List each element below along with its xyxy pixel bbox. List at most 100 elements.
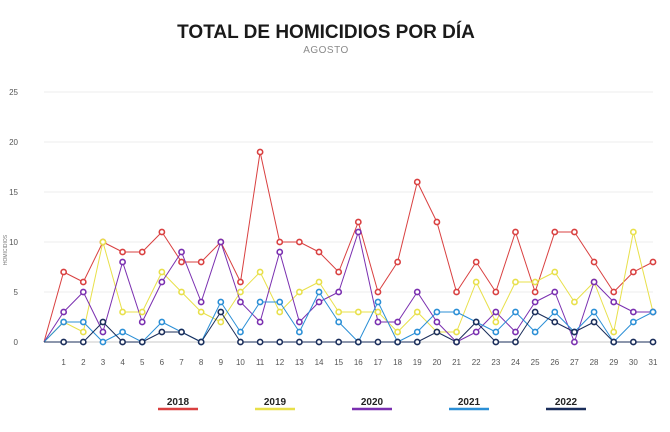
data-point-2021 <box>590 308 598 316</box>
data-point-2022 <box>492 338 500 346</box>
data-point-2018 <box>315 248 323 256</box>
data-point-2021 <box>433 308 441 316</box>
data-point-2022 <box>413 338 421 346</box>
data-point-2019 <box>610 328 618 336</box>
data-point-2022 <box>119 338 126 346</box>
data-point-2019 <box>374 308 382 316</box>
data-point-2020 <box>394 318 402 326</box>
data-point-2022 <box>610 338 618 346</box>
data-point-2022 <box>138 338 146 346</box>
legend-label-2022: 2022 <box>555 397 578 408</box>
data-point-2022 <box>649 338 657 346</box>
data-point-2021 <box>237 328 244 336</box>
series-line-2022 <box>44 311 653 343</box>
data-point-2020 <box>197 298 205 306</box>
data-point-2019 <box>629 228 637 236</box>
data-point-2019 <box>295 288 303 296</box>
data-point-2022 <box>178 328 185 336</box>
x-tick-label: 1 <box>61 358 66 367</box>
data-point-2020 <box>315 298 323 306</box>
data-point-2022 <box>551 318 559 326</box>
y-tick-label: 15 <box>9 188 18 197</box>
x-tick-label: 10 <box>236 358 245 367</box>
data-point-2018 <box>374 288 382 296</box>
gridlines <box>44 91 653 343</box>
data-point-2019 <box>571 298 578 306</box>
data-point-2021 <box>492 328 500 336</box>
data-point-2019 <box>394 328 402 336</box>
x-tick-label: 9 <box>219 358 224 367</box>
y-tick-label: 10 <box>9 238 18 247</box>
legend: 2018 2019 2020 2021 2022 <box>158 397 586 411</box>
data-point-2022 <box>472 318 480 326</box>
data-point-2019 <box>551 268 559 276</box>
data-point-2022 <box>237 338 244 346</box>
x-tick-label: 2 <box>81 358 86 367</box>
x-tick-label: 3 <box>101 358 106 367</box>
data-point-2018 <box>649 258 657 266</box>
data-point-2021 <box>295 328 303 336</box>
chart-title: TOTAL DE HOMICIDIOS POR DÍA <box>177 21 475 43</box>
data-point-2022 <box>295 338 303 346</box>
data-point-2018 <box>551 228 559 236</box>
data-point-2020 <box>335 288 343 296</box>
data-point-2019 <box>256 268 264 276</box>
x-axis-ticks: 1 2 3 4 5 6 7 8 9 10 11 12 13 14 15 16 17 18 19 20 21 22 23 24 2… <box>61 358 658 367</box>
data-point-2021 <box>119 328 126 336</box>
series-line-2021 <box>43 291 654 343</box>
x-tick-label: 31 <box>649 358 658 367</box>
y-tick-label: 5 <box>14 288 19 297</box>
data-point-2020 <box>531 298 539 306</box>
data-point-2021 <box>276 298 284 306</box>
data-point-2020 <box>374 318 382 326</box>
data-point-2020 <box>276 248 284 256</box>
x-tick-label: 6 <box>160 358 165 367</box>
data-point-2021 <box>413 328 421 336</box>
x-tick-label: 15 <box>334 358 343 367</box>
data-point-2018 <box>295 238 303 246</box>
data-point-2020 <box>79 288 87 296</box>
data-point-2019 <box>453 328 460 336</box>
x-tick-label: 28 <box>590 358 599 367</box>
data-point-2018 <box>433 218 441 226</box>
series-line-2020 <box>43 231 653 343</box>
data-point-2022 <box>335 338 343 346</box>
data-point-2020 <box>217 238 225 246</box>
data-point-2018 <box>453 288 460 296</box>
data-point-2020 <box>60 308 68 316</box>
data-point-2020 <box>571 338 578 346</box>
x-tick-label: 27 <box>570 358 579 367</box>
data-point-2020 <box>433 318 441 326</box>
data-point-2022 <box>217 308 225 316</box>
data-point-2018 <box>256 148 264 156</box>
data-point-2020 <box>178 248 185 256</box>
data-point-2020 <box>354 228 362 236</box>
data-point-2022 <box>256 338 264 346</box>
data-point-2018 <box>197 258 205 266</box>
data-point-2021 <box>531 328 539 336</box>
data-point-2019 <box>79 328 87 336</box>
data-point-2021 <box>60 318 68 326</box>
data-point-2021 <box>315 288 323 296</box>
data-point-2018 <box>138 248 146 256</box>
x-tick-label: 30 <box>629 358 638 367</box>
data-point-2022 <box>60 338 68 346</box>
data-point-2019 <box>119 308 126 316</box>
data-point-2021 <box>217 298 225 306</box>
x-tick-label: 25 <box>531 358 540 367</box>
data-point-2020 <box>551 288 559 296</box>
data-point-2020 <box>138 318 146 326</box>
data-point-2019 <box>315 278 323 286</box>
data-point-2020 <box>472 328 480 336</box>
data-point-2018 <box>472 258 480 266</box>
data-point-2022 <box>590 318 598 326</box>
data-point-2022 <box>433 328 441 336</box>
data-point-2020 <box>99 328 107 336</box>
data-point-2021 <box>453 308 460 316</box>
x-tick-label: 13 <box>295 358 304 367</box>
data-point-2020 <box>158 278 166 286</box>
x-tick-label: 4 <box>120 358 125 367</box>
data-point-2019 <box>531 278 539 286</box>
data-point-2022 <box>512 338 519 346</box>
data-point-2022 <box>571 328 578 336</box>
